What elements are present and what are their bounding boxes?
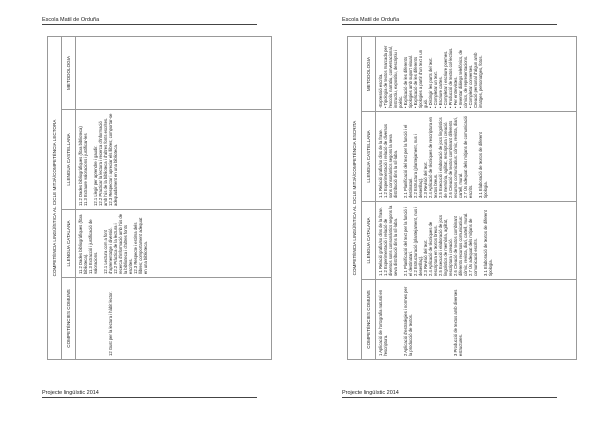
page-footer: Projecte lingüístic 2014 <box>42 390 257 398</box>
table-cell: -Expressió escrita. • Tipologia de texto… <box>375 36 577 112</box>
table-cell: 11.2 Dades bibliogràfiques (fitxa biblio… <box>75 209 272 278</box>
column-header: METODOLOGIA <box>61 36 76 110</box>
column-header: LLENGUA CASTELLANA <box>361 111 376 202</box>
column-header: LLENGUA CATALANA <box>61 209 76 278</box>
column-header: LLENGUA CATALANA <box>361 201 376 280</box>
table-title: COMPETÈNCIA LINGÜÍSTICA AL CICLE MITJÀ/C… <box>347 36 362 360</box>
competence-table: COMPETÈNCIA LINGÜÍSTICA AL CICLE MITJÀ/C… <box>347 36 577 360</box>
rotated-table: COMPETÈNCIA LINGÜÍSTICA AL CICLE MITJÀ/C… <box>347 36 577 360</box>
column-header: COMPETÈNCIES COMUNS <box>61 277 76 360</box>
page-header: Escola Matil de Orduña <box>342 17 557 25</box>
table-cell: 12 Gust per la lectura i hàbit lector. <box>75 277 272 360</box>
column-header: METODOLOGIA <box>361 36 376 112</box>
page-footer: Projecte lingüístic 2014 <box>342 390 557 398</box>
page-left: Escola Matil de Orduña COMPETÈNCIA LINGÜ… <box>42 17 272 398</box>
table-cell: 1 Aplicació de l'ortografia natural en l… <box>375 279 577 360</box>
table-cell: 1.1 Relació grafia/so dins de la frase. … <box>375 201 577 280</box>
table-title: COMPETÈNCIA LINGÜÍSTICA AL CICLE MITJÀ/C… <box>47 36 62 360</box>
table-cell: 11.2 Dades bibliogràfiques (fitxa biblio… <box>75 109 272 210</box>
rotated-table: COMPETÈNCIA LINGÜÍSTICA AL CICLE MITJÀ/C… <box>47 36 272 360</box>
page-header: Escola Matil de Orduña <box>42 17 257 25</box>
table-cell: 1.1 Relació grafia/so dins de la frase. … <box>375 111 577 202</box>
page-right: Escola Matil de Orduña COMPETÈNCIA LINGÜ… <box>300 0 600 424</box>
competence-table: COMPETÈNCIA LINGÜÍSTICA AL CICLE MITJÀ/C… <box>47 36 272 360</box>
column-header: COMPETÈNCIES COMUNS <box>361 279 376 360</box>
table-cell <box>75 36 272 110</box>
column-header: LLENGUA CASTELLANA <box>61 109 76 210</box>
